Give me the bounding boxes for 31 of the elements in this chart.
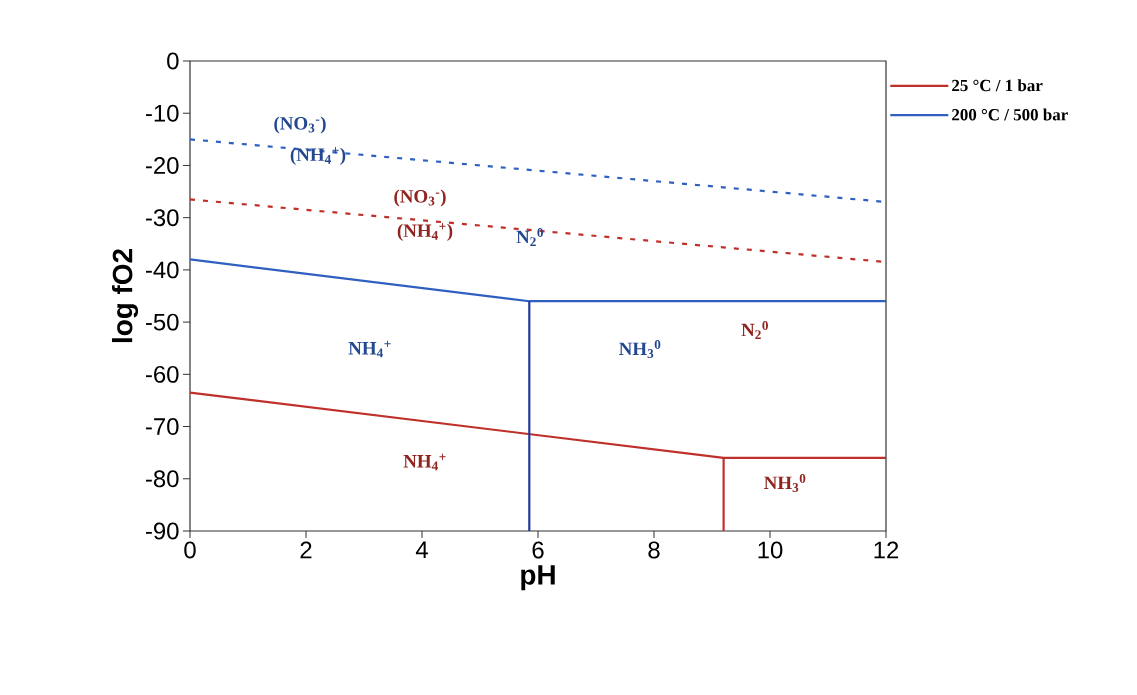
x-tick-label: 6 — [532, 541, 544, 559]
y-tick-label: -30 — [145, 209, 179, 227]
y-tick-label: -70 — [145, 418, 179, 436]
y-tick-label: -60 — [145, 365, 179, 383]
y-tick-label: -50 — [145, 313, 179, 331]
y-tick-label: -20 — [145, 156, 179, 174]
y-tick-label: -40 — [145, 261, 179, 279]
x-axis-title: pH — [521, 565, 555, 591]
y-tick-label: -90 — [145, 522, 179, 540]
legend-label: 200 °C / 500 bar — [952, 108, 1068, 121]
annotation: (NO$_{3}$$^{-}$) — [274, 116, 326, 134]
x-tick-label: 4 — [415, 541, 428, 558]
y-tick-label: -80 — [145, 470, 179, 488]
annotation: N$_{2}$0 — [516, 228, 543, 246]
annotation: N$_{2}$0 — [741, 321, 768, 339]
x-tick-label: 8 — [648, 541, 660, 559]
y-tick-label: -10 — [145, 104, 179, 122]
annotation: NH$_{4}$+ — [348, 340, 391, 358]
annotation: NH$_{3}$0 — [619, 339, 661, 359]
x-tick-label: 10 — [758, 541, 783, 559]
annotation: (NO$_{3}$$^{-}$) — [394, 189, 446, 207]
x-tick-label: 12 — [874, 541, 899, 559]
annotation: NH$_{3}$0 — [764, 473, 806, 493]
annotation: NH$_{4}$+ — [403, 453, 446, 471]
annotation: (NH$_{4}$$^{+}$) — [290, 147, 346, 165]
x-tick-label: 0 — [184, 541, 196, 559]
y-tick-label: 0 — [167, 52, 179, 70]
y-axis-title: log fO2 — [111, 249, 139, 343]
x-tick-label: 2 — [300, 541, 312, 559]
annotation: (NH$_{4}$$^{+}$) — [397, 223, 453, 241]
legend-label: 25 °C / 1 bar — [952, 79, 1043, 92]
